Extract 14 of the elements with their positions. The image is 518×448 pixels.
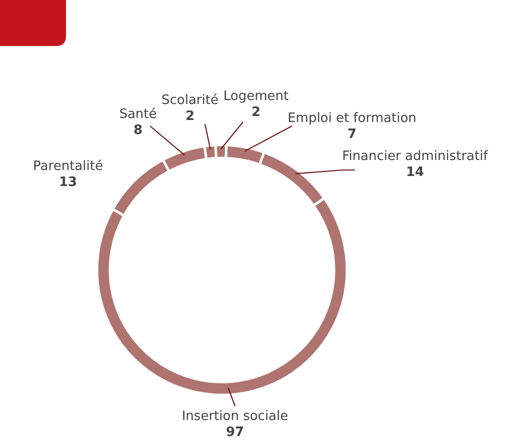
data-label: 13 <box>58 175 78 190</box>
data-label: 14 <box>406 165 424 180</box>
slice-label: Insertion sociale <box>182 409 288 424</box>
data-label: 8 <box>133 123 143 138</box>
data-label: 2 <box>251 105 261 120</box>
slice-label: Scolarité <box>162 93 218 108</box>
slice-label: Emploi et formation <box>288 111 416 126</box>
data-label: 2 <box>185 109 195 124</box>
data-label: 7 <box>347 127 357 142</box>
data-label: 97 <box>226 425 244 440</box>
slice-label: Financier administratif <box>342 149 488 164</box>
slice-label: Santé <box>119 107 157 122</box>
slice-label: Parentalité <box>33 159 103 174</box>
slice-label: Logement <box>223 89 289 104</box>
